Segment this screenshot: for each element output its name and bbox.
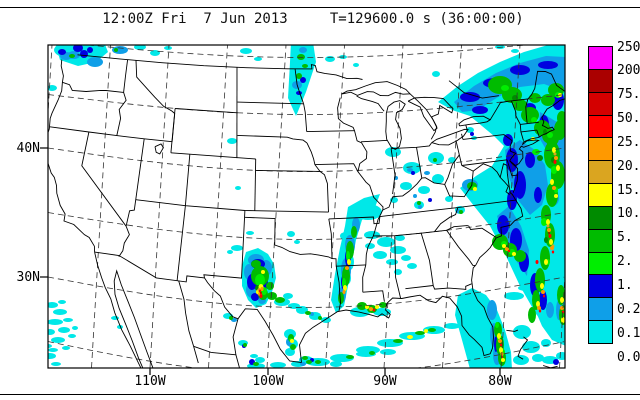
y-axis-label-40n: 40N — [16, 141, 40, 156]
colorbar-label: 15. — [617, 182, 640, 198]
colorbar-cell — [588, 320, 613, 344]
precipitation-shading — [48, 45, 565, 368]
colorbar-cell — [588, 228, 613, 253]
latlon-gridlines — [48, 45, 565, 368]
colorbar-label: 200. — [617, 63, 640, 79]
colorbar-label: 250. — [617, 39, 640, 55]
colorbar-label: 5. — [617, 230, 633, 246]
colorbar-cell — [588, 91, 613, 116]
x-axis-label-90w: 90W — [373, 374, 397, 389]
plot-title: 12:00Z Fri 7 Jun 2013 T=129600.0 s (36:0… — [102, 11, 524, 27]
map-frame — [47, 44, 566, 369]
colorbar-cell — [588, 46, 613, 70]
x-axis-label-80w: 80W — [488, 374, 512, 389]
colorbar-cell — [588, 183, 613, 207]
colorbar-cell — [588, 251, 613, 276]
colorbar-label: 0.25 — [617, 301, 640, 317]
colorbar-cell — [588, 160, 613, 185]
x-axis-label-100w: 100W — [252, 374, 284, 389]
colorbar-cell — [588, 297, 613, 322]
colorbar-cell — [588, 274, 613, 299]
x-axis-label-110w: 110W — [134, 374, 166, 389]
colorbar-label: 2. — [617, 254, 633, 270]
y-axis-label-30n: 30N — [16, 270, 40, 285]
colorbar-cell — [588, 114, 613, 139]
top-rule — [0, 7, 640, 8]
axis-ticks — [40, 147, 501, 375]
colorbar-label: 20. — [617, 158, 640, 174]
colorbar-label: 0.10 — [617, 325, 640, 341]
bottom-rule — [0, 394, 640, 395]
colorbar-label: 0.01 — [617, 349, 640, 365]
colorbar-label: 10. — [617, 206, 640, 222]
colorbar-label: 75. — [617, 87, 640, 103]
colorbar-label: 25. — [617, 134, 640, 150]
colorbar — [588, 46, 613, 344]
colorbar-cell — [588, 68, 613, 93]
state-boundaries — [48, 54, 565, 368]
colorbar-label: 1. — [617, 278, 633, 293]
colorbar-label: 50. — [617, 111, 640, 127]
colorbar-cell — [588, 205, 613, 230]
colorbar-cell — [588, 137, 613, 162]
